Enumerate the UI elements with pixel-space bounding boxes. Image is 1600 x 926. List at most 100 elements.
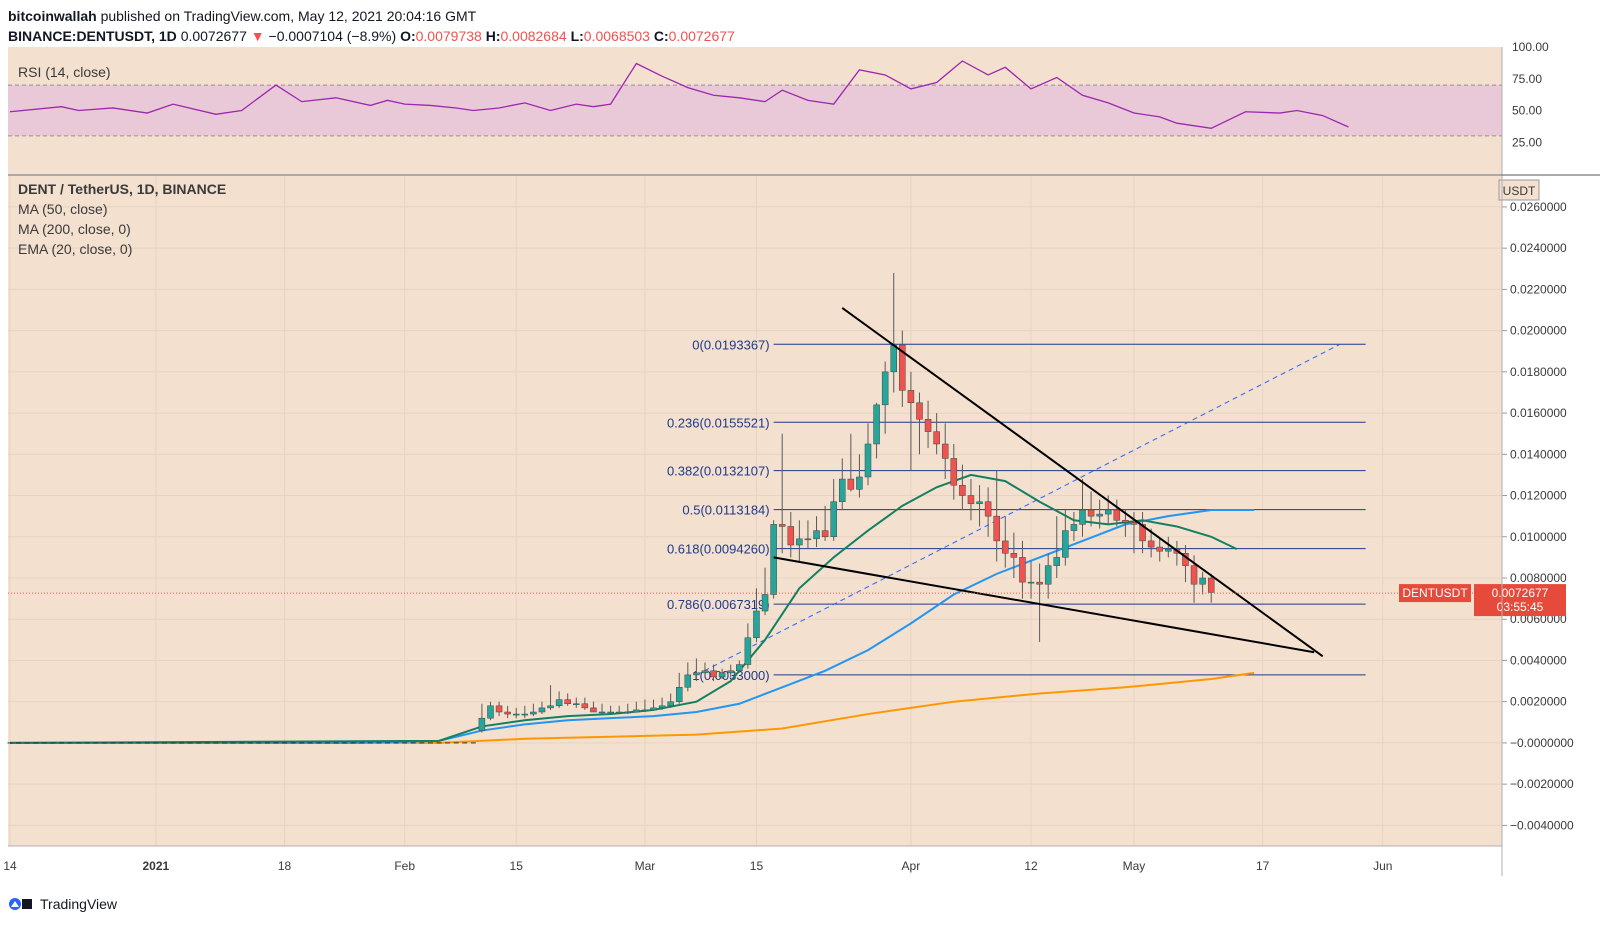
candle [890, 344, 897, 373]
candle [564, 699, 571, 705]
main-title: DENT / TetherUS, 1D, BINANCE [18, 181, 226, 197]
fib-level-label: 0.236(0.0155521) [667, 415, 770, 430]
candle [830, 501, 837, 538]
candle [839, 478, 846, 502]
candle [1010, 553, 1018, 558]
rsi-tick-label: 25.00 [1512, 135, 1542, 149]
fib-level-label: 0.618(0.0094260) [667, 542, 770, 557]
low-label: L: [570, 28, 584, 44]
rsi-axis: 100.00 75.00 50.00 25.00 [1512, 40, 1549, 149]
trendline[interactable] [773, 556, 1315, 654]
fib-level-label: 0(0.0193367) [692, 337, 769, 352]
author-name[interactable]: bitcoinwallah [8, 8, 97, 24]
candle [667, 701, 674, 707]
candle [864, 443, 872, 478]
legend-ma50[interactable]: MA (50, close) [18, 201, 107, 217]
candle [1002, 540, 1009, 554]
tradingview-logo-icon [9, 898, 32, 910]
candle [487, 705, 494, 719]
candle [615, 711, 623, 714]
main-pane-background [8, 176, 1502, 846]
candle [873, 404, 880, 445]
ma50-line [10, 508, 1255, 744]
candle [1044, 565, 1052, 585]
open-value: 0.0079738 [415, 28, 482, 44]
ema20-line [9, 473, 1238, 744]
candle [1036, 581, 1043, 585]
candle [547, 705, 554, 709]
candle [495, 705, 503, 713]
candle [684, 674, 692, 688]
candle [693, 672, 700, 676]
time-tick-label: Apr [902, 859, 921, 873]
candle [796, 538, 803, 546]
candle [1190, 565, 1198, 585]
candle [1113, 509, 1121, 521]
price-tick-label: 0.0240000 [1510, 241, 1567, 255]
publish-info: published on TradingView.com, May 12, 20… [96, 8, 477, 24]
candle [1053, 557, 1061, 566]
fib-retracement[interactable]: 0(0.0193367) 0.236(0.0155521) 0.382(0.0132… [667, 337, 1366, 683]
symbol-badge-label: DENTUSDT [1402, 586, 1468, 600]
candle [530, 711, 537, 715]
legend-ma200[interactable]: MA (200, close, 0) [18, 221, 131, 237]
publish-line: bitcoinwallah published on TradingView.c… [8, 6, 735, 26]
candle [1096, 513, 1103, 517]
candle [1165, 548, 1172, 552]
price-tick-label: 0.0080000 [1510, 571, 1567, 585]
candle [590, 707, 597, 713]
candle [538, 707, 546, 713]
candle [504, 711, 511, 715]
candle [1070, 524, 1078, 531]
candle [1199, 577, 1206, 585]
footer: TradingView [8, 896, 117, 912]
candle [581, 703, 589, 709]
price-tick-label: 0.0040000 [1510, 653, 1567, 667]
currency-box [1498, 179, 1540, 201]
time-axis: 14 2021 18 Feb 15 Mar 15 Apr 12 May 17 Jun [3, 859, 1392, 873]
trendline[interactable] [841, 307, 1324, 658]
price-tick-label: −0.0020000 [1510, 777, 1574, 791]
time-tick-label: 14 [3, 859, 17, 873]
price-tick-label: 0.0220000 [1510, 282, 1567, 296]
candle [959, 484, 966, 496]
legend-ema20[interactable]: EMA (20, close, 0) [18, 241, 132, 257]
high-value: 0.0082684 [500, 28, 567, 44]
ma200-line [10, 671, 1255, 744]
candle [1027, 581, 1035, 584]
candle [633, 709, 640, 713]
trendlines[interactable] [773, 307, 1324, 658]
candle [941, 443, 949, 459]
candle [821, 530, 829, 538]
price-tick-label: 0.0160000 [1510, 406, 1567, 420]
candle [761, 594, 769, 612]
close-label: C: [653, 28, 669, 44]
candle [778, 524, 786, 527]
candle [770, 524, 777, 595]
countdown: 03:55:45 [1497, 600, 1544, 614]
price-axis: 0.0260000 0.0240000 0.0220000 0.0200000 0.01… [1502, 200, 1574, 832]
price-tick-label: 0.0020000 [1510, 695, 1567, 709]
candle [847, 478, 855, 490]
footer-brand[interactable]: TradingView [40, 896, 118, 912]
rsi-tick-label: 100.00 [1512, 40, 1549, 54]
price-tick-label: 0.0140000 [1510, 447, 1567, 461]
candle [736, 664, 743, 672]
rsi-line [9, 60, 1349, 129]
candle [924, 419, 932, 432]
price-tick-label: 0.0200000 [1510, 324, 1567, 338]
candle [512, 713, 520, 716]
candle [856, 476, 863, 490]
symbol-name[interactable]: BINANCE:DENTUSDT, 1D [8, 28, 177, 44]
candle [1104, 509, 1112, 515]
price-badge [1474, 584, 1566, 617]
time-tick-label: Jun [1373, 859, 1392, 873]
symbol-line: BINANCE:DENTUSDT, 1D 0.0072677 ▼ −0.0007… [8, 26, 735, 46]
candle [1207, 577, 1215, 593]
candle [753, 610, 760, 639]
time-tick-label: 15 [750, 859, 764, 873]
candle [1087, 509, 1095, 517]
price-change: −0.0007104 (−8.9%) [268, 28, 397, 44]
candle [624, 711, 632, 714]
